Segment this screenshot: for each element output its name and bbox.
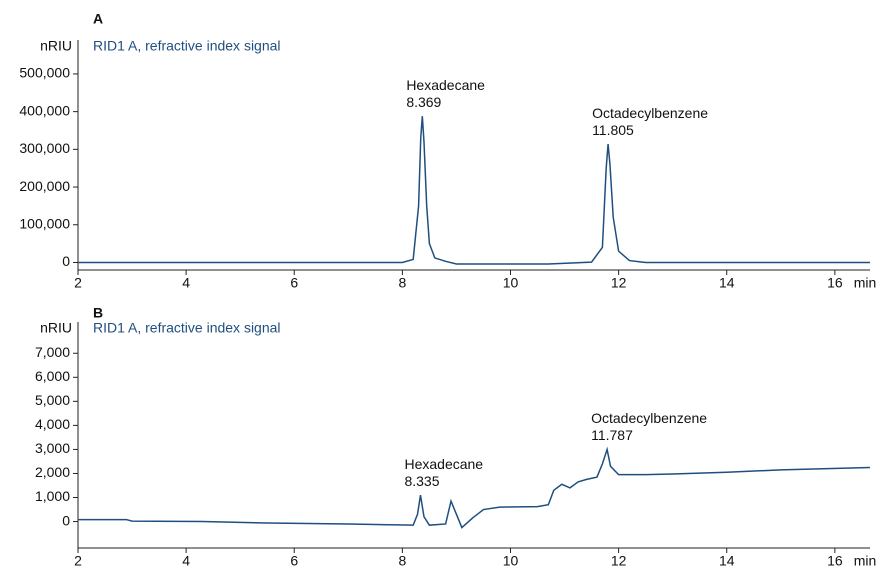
y-tick-label: 2,000 xyxy=(35,464,70,480)
x-tick-label: 16 xyxy=(827,553,843,569)
y-tick-label: 500,000 xyxy=(19,65,70,81)
series-label: RID1 A, refractive index signal xyxy=(93,38,281,54)
x-tick-label: 10 xyxy=(503,275,519,291)
x-tick-label: 2 xyxy=(74,275,82,291)
y-tick-label: 300,000 xyxy=(19,140,70,156)
signal-trace xyxy=(78,116,870,265)
y-axis-label: nRIU xyxy=(40,320,72,336)
y-axis-label: nRIU xyxy=(40,38,72,54)
peak-name: Octadecylbenzene xyxy=(592,105,708,121)
x-tick-label: 6 xyxy=(290,553,298,569)
y-tick-label: 0 xyxy=(62,253,70,269)
series-label: RID1 A, refractive index signal xyxy=(93,320,281,336)
x-tick-label: 4 xyxy=(182,275,190,291)
x-tick-label: 8 xyxy=(398,275,406,291)
x-tick-label: 10 xyxy=(503,553,519,569)
peak-time: 11.787 xyxy=(591,427,633,443)
y-tick-label: 0 xyxy=(62,512,70,528)
peak-name: Hexadecane xyxy=(404,456,483,472)
x-axis-label: min xyxy=(854,553,877,569)
signal-trace xyxy=(78,446,871,529)
x-tick-label: 14 xyxy=(719,275,735,291)
y-tick-label: 100,000 xyxy=(19,215,70,231)
x-tick-label: 12 xyxy=(611,275,627,291)
peak-time: 8.369 xyxy=(406,94,441,110)
x-tick-label: 16 xyxy=(827,275,843,291)
y-tick-label: 400,000 xyxy=(19,102,70,118)
peak-time: 11.805 xyxy=(592,122,634,138)
peak-name: Octadecylbenzene xyxy=(591,410,707,426)
y-tick-label: 3,000 xyxy=(35,440,70,456)
y-tick-label: 7,000 xyxy=(35,344,70,360)
y-tick-label: 5,000 xyxy=(35,392,70,408)
y-tick-label: 200,000 xyxy=(19,178,70,194)
y-tick-label: 1,000 xyxy=(35,488,70,504)
y-tick-label: 4,000 xyxy=(35,416,70,432)
x-tick-label: 2 xyxy=(74,553,82,569)
x-tick-label: 4 xyxy=(182,553,190,569)
peak-name: Hexadecane xyxy=(406,77,485,93)
x-axis-label: min xyxy=(854,275,877,291)
peak-time: 8.335 xyxy=(404,473,439,489)
y-tick-label: 6,000 xyxy=(35,368,70,384)
panel-label: A xyxy=(93,11,103,27)
x-tick-label: 6 xyxy=(290,275,298,291)
panel-label: B xyxy=(93,305,103,321)
x-tick-label: 12 xyxy=(611,553,627,569)
x-tick-label: 8 xyxy=(398,553,406,569)
x-tick-label: 14 xyxy=(719,553,735,569)
